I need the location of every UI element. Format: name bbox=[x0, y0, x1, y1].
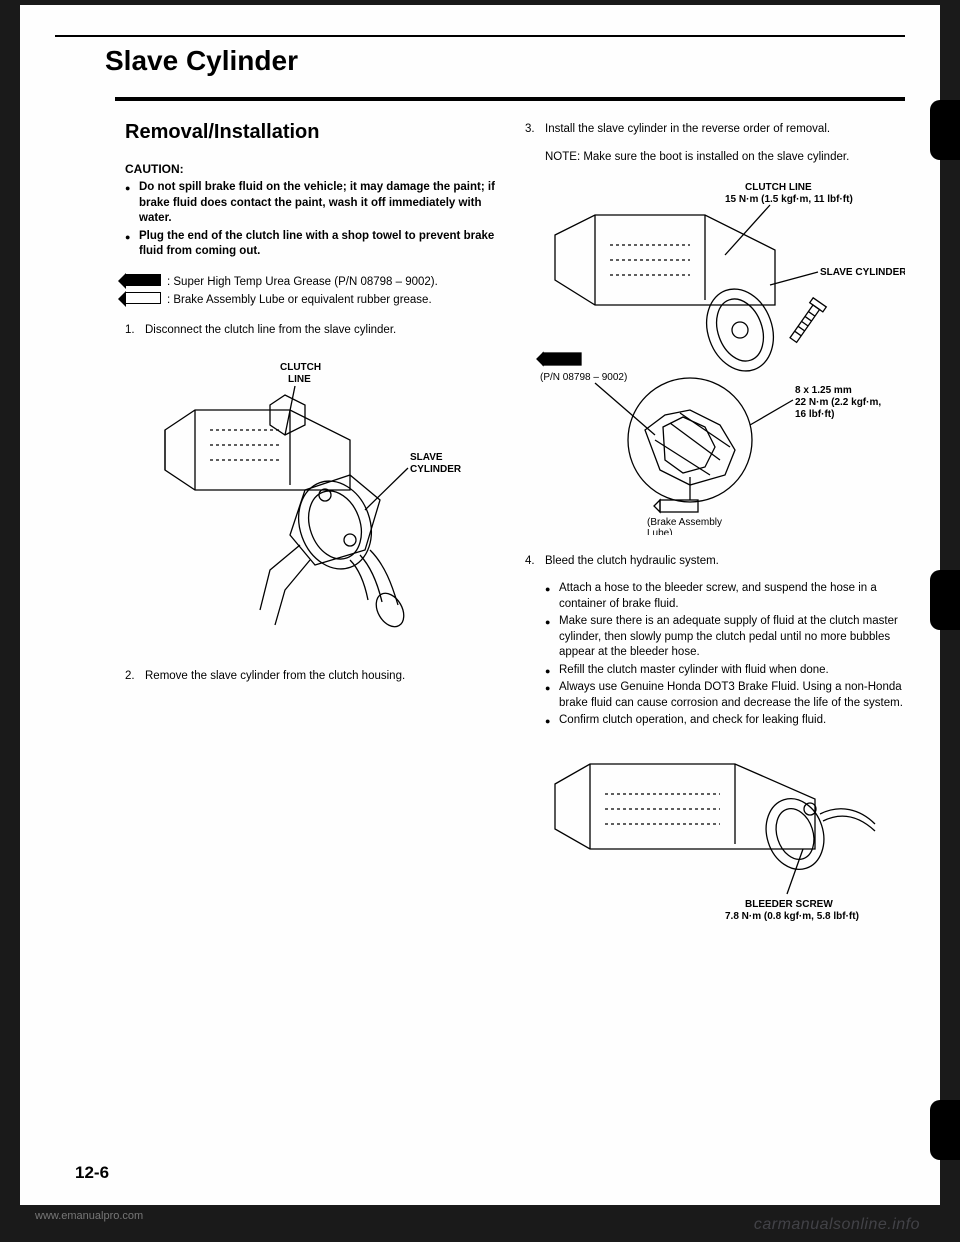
manual-page: Slave Cylinder Removal/Installation CAUT… bbox=[20, 5, 940, 1205]
caution-item: Plug the end of the clutch line with a s… bbox=[125, 229, 495, 260]
caution-list: Do not spill brake fluid on the vehicle;… bbox=[125, 180, 495, 260]
heavy-rule bbox=[115, 97, 905, 101]
step-text: Remove the slave cylinder from the clutc… bbox=[145, 668, 495, 684]
caution-label: CAUTION: bbox=[125, 162, 495, 176]
figure-slave-cylinder-removal: CLUTCH LINE SLAVE CYLINDER bbox=[150, 350, 470, 650]
fig2-slave-label: SLAVE CYLINDER bbox=[820, 267, 905, 278]
grease-notes: : Super High Temp Urea Grease (P/N 08798… bbox=[125, 274, 495, 308]
svg-text:SLAVE: SLAVE bbox=[410, 452, 443, 463]
grease-light-icon bbox=[125, 292, 161, 304]
bleed-procedure-list: Attach a hose to the bleeder screw, and … bbox=[525, 581, 905, 729]
left-column: Removal/Installation CAUTION: Do not spi… bbox=[125, 121, 495, 947]
step-number: 3. bbox=[525, 121, 545, 137]
page-title: Slave Cylinder bbox=[105, 45, 905, 77]
section-heading: Removal/Installation bbox=[125, 121, 495, 144]
caution-item: Do not spill brake fluid on the vehicle;… bbox=[125, 180, 495, 227]
grease-text: : Super High Temp Urea Grease (P/N 08798… bbox=[163, 274, 495, 290]
step-number: 2. bbox=[125, 668, 145, 684]
step-number: 1. bbox=[125, 322, 145, 338]
right-column: 3. Install the slave cylinder in the rev… bbox=[525, 121, 905, 947]
install-note: NOTE: Make sure the boot is installed on… bbox=[525, 149, 905, 165]
fig2-clutch-torque: 15 N·m (1.5 kgf·m, 11 lbf·ft) bbox=[725, 194, 853, 205]
fig3-bleeder-torque: 7.8 N·m (0.8 kgf·m, 5.8 lbf·ft) bbox=[725, 911, 859, 922]
watermark-source: www.emanualpro.com bbox=[35, 1210, 143, 1222]
grease-line: : Brake Assembly Lube or equivalent rubb… bbox=[125, 292, 495, 308]
top-rule bbox=[55, 35, 905, 37]
step-1: 1. Disconnect the clutch line from the s… bbox=[125, 322, 495, 338]
edge-tab bbox=[930, 570, 960, 630]
fig2-brake-lube1: (Brake Assembly bbox=[647, 517, 722, 528]
step-4: 4. Bleed the clutch hydraulic system. bbox=[525, 553, 905, 569]
fig2-bolt-torque1: 22 N·m (2.2 kgf·m, bbox=[795, 397, 881, 408]
grease-text: : Brake Assembly Lube or equivalent rubb… bbox=[163, 292, 495, 308]
page-number: 12-6 bbox=[75, 1163, 109, 1183]
figure-slave-cylinder-install: CLUTCH LINE 15 N·m (1.5 kgf·m, 11 lbf·ft… bbox=[525, 175, 905, 535]
step-3: 3. Install the slave cylinder in the rev… bbox=[525, 121, 905, 137]
step-text: Disconnect the clutch line from the slav… bbox=[145, 322, 495, 338]
fig3-bleeder-label: BLEEDER SCREW bbox=[745, 899, 833, 910]
fig2-bolt-torque2: 16 lbf·ft) bbox=[795, 409, 834, 420]
step-number: 4. bbox=[525, 553, 545, 569]
bleed-item: Attach a hose to the bleeder screw, and … bbox=[545, 581, 905, 612]
figure-bleeder-screw: BLEEDER SCREW 7.8 N·m (0.8 kgf·m, 5.8 lb… bbox=[535, 739, 895, 929]
two-column-layout: Removal/Installation CAUTION: Do not spi… bbox=[125, 121, 905, 947]
bleed-item: Always use Genuine Honda DOT3 Brake Flui… bbox=[545, 680, 905, 711]
svg-text:CLUTCH: CLUTCH bbox=[280, 362, 321, 373]
fig2-bolt-spec: 8 x 1.25 mm bbox=[795, 385, 852, 396]
bleed-item: Make sure there is an adequate supply of… bbox=[545, 614, 905, 661]
svg-text:LINE: LINE bbox=[288, 374, 311, 385]
bleed-item: Confirm clutch operation, and check for … bbox=[545, 713, 905, 729]
bleed-item: Refill the clutch master cylinder with f… bbox=[545, 663, 905, 679]
grease-line: : Super High Temp Urea Grease (P/N 08798… bbox=[125, 274, 495, 290]
svg-text:CYLINDER: CYLINDER bbox=[410, 464, 462, 475]
edge-tab bbox=[930, 1100, 960, 1160]
fig2-brake-lube2: Lube) bbox=[647, 528, 673, 535]
step-text: Bleed the clutch hydraulic system. bbox=[545, 553, 905, 569]
grease-dark-icon bbox=[125, 274, 161, 286]
edge-tab bbox=[930, 100, 960, 160]
step-2: 2. Remove the slave cylinder from the cl… bbox=[125, 668, 495, 684]
step-text: Install the slave cylinder in the revers… bbox=[545, 121, 905, 137]
fig2-grease-pn: (P/N 08798 – 9002) bbox=[540, 372, 627, 383]
fig2-clutch-line-label: CLUTCH LINE bbox=[745, 182, 812, 193]
watermark-site: carmanualsonline.info bbox=[754, 1216, 920, 1234]
